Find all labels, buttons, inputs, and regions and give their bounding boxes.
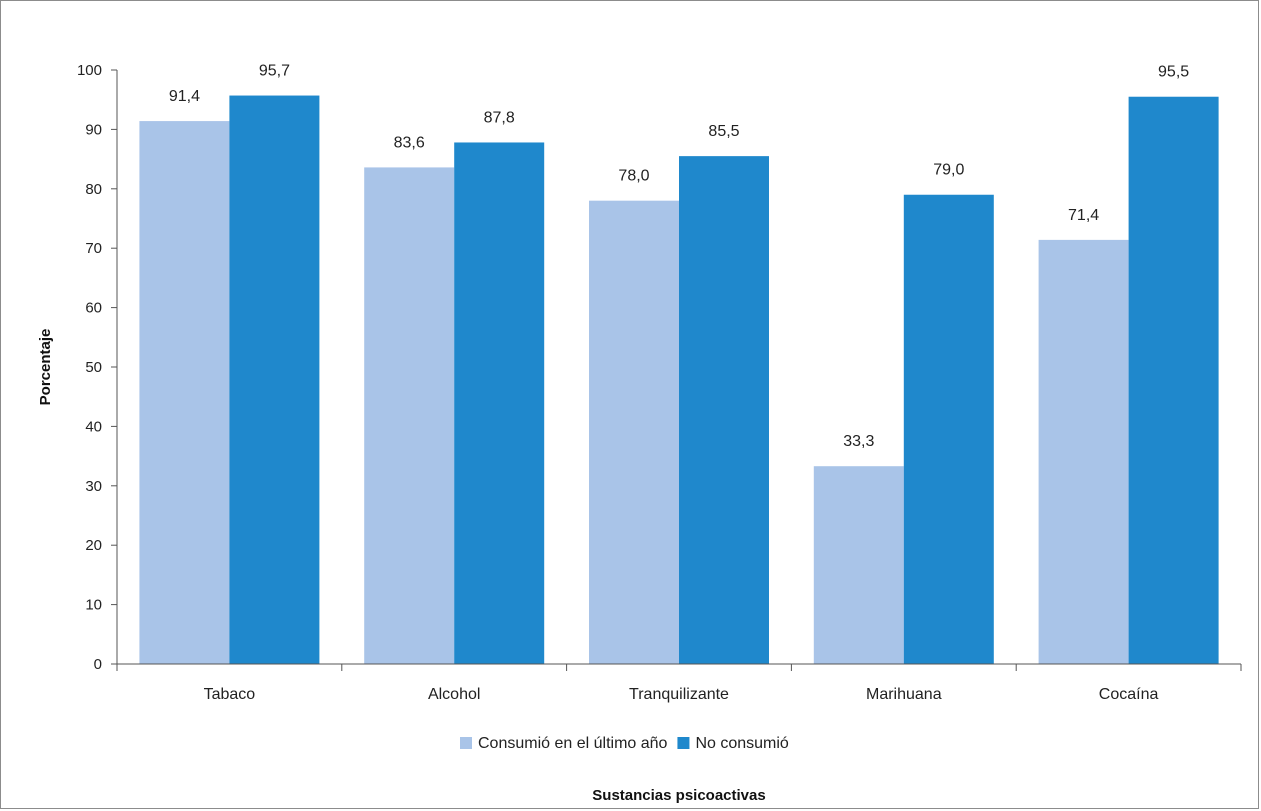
- data-label: 79,0: [933, 162, 964, 179]
- data-label: 85,5: [708, 123, 739, 140]
- bar: [589, 200, 679, 664]
- axes-layer: [111, 69, 1242, 671]
- data-label: 78,0: [618, 168, 649, 185]
- y-tick-label: 10: [85, 597, 102, 614]
- y-tick-label: 100: [77, 62, 102, 79]
- y-tick-label: 0: [94, 656, 102, 673]
- data-label: 71,4: [1068, 207, 1099, 224]
- y-tick-label: 20: [85, 537, 102, 554]
- y-tick-label: 30: [85, 478, 102, 495]
- x-tick-label: Marihuana: [866, 686, 942, 703]
- y-tick-label: 60: [85, 300, 102, 317]
- y-tick-label: 40: [85, 418, 102, 435]
- legend: Consumió en el último año No consumió: [460, 735, 789, 752]
- bar: [229, 95, 320, 665]
- x-axis-title: Sustancias psicoactivas: [592, 787, 765, 804]
- x-tick-label: Tabaco: [204, 686, 256, 703]
- y-tick-label: 70: [85, 240, 102, 257]
- bar: [364, 167, 455, 664]
- data-label: 95,7: [259, 63, 290, 80]
- labels-layer: 0 10 20 30 40 50 60 70 80 90 100 91,4 95,7 Tabaco 83,6…: [77, 62, 1189, 703]
- y-tick-label: 90: [85, 121, 102, 138]
- data-label: 95,5: [1158, 64, 1189, 81]
- bar: [903, 194, 994, 665]
- x-tick-label: Alcohol: [428, 686, 480, 703]
- bar: [813, 466, 904, 664]
- bar: [454, 142, 545, 664]
- x-tick-label: Tranquilizante: [629, 686, 729, 703]
- data-label: 87,8: [484, 109, 515, 126]
- data-label: 83,6: [394, 134, 425, 151]
- y-tick-label: 80: [85, 181, 102, 198]
- legend-label: Consumió en el último año: [478, 735, 668, 752]
- legend-swatch: [677, 737, 690, 749]
- bar: [679, 156, 769, 664]
- bar: [1128, 96, 1219, 665]
- y-tick-label: 50: [85, 359, 102, 376]
- x-tick-label: Cocaína: [1099, 686, 1159, 703]
- legend-label: No consumió: [695, 735, 788, 752]
- bars-layer: [139, 95, 1219, 665]
- bar: [139, 121, 230, 665]
- data-label: 33,3: [843, 433, 874, 450]
- data-label: 91,4: [169, 88, 200, 105]
- bar: [1038, 239, 1129, 664]
- y-axis-title: Porcentaje: [37, 329, 54, 406]
- legend-swatch: [460, 737, 472, 749]
